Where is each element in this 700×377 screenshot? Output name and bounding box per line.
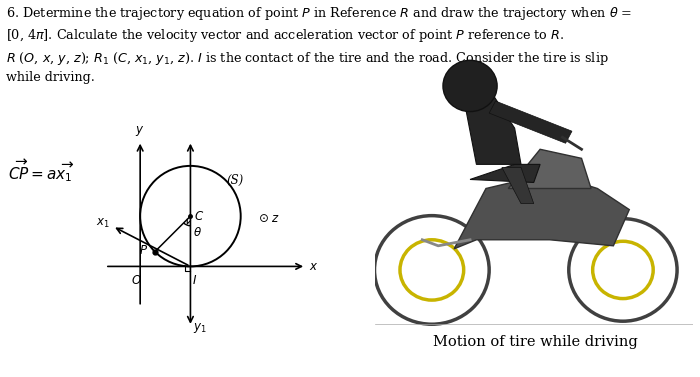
Text: $\overrightarrow{CP} = a\overrightarrow{x_1}$: $\overrightarrow{CP} = a\overrightarrow{… xyxy=(8,157,74,184)
Polygon shape xyxy=(489,101,572,143)
Text: $x_1$: $x_1$ xyxy=(97,217,110,230)
Polygon shape xyxy=(463,89,521,164)
Polygon shape xyxy=(508,149,591,188)
Text: $\theta$: $\theta$ xyxy=(193,226,202,239)
Text: $P$: $P$ xyxy=(139,244,148,257)
Text: $\odot$ $z$: $\odot$ $z$ xyxy=(258,212,280,225)
Text: (S): (S) xyxy=(227,174,244,187)
Text: $C$: $C$ xyxy=(195,210,204,223)
Text: $y$: $y$ xyxy=(136,124,145,138)
Polygon shape xyxy=(470,164,540,182)
Text: 6. Determine the trajectory equation of point $P$ in Reference $R$ and draw the : 6. Determine the trajectory equation of … xyxy=(6,5,632,84)
Polygon shape xyxy=(454,173,629,249)
Text: $O$: $O$ xyxy=(132,274,142,287)
Text: $y_1$: $y_1$ xyxy=(193,321,207,335)
Text: $I$: $I$ xyxy=(193,274,197,287)
Text: $x$: $x$ xyxy=(309,260,318,273)
Circle shape xyxy=(443,60,497,112)
Text: Motion of tire while driving: Motion of tire while driving xyxy=(433,335,638,349)
Polygon shape xyxy=(502,167,533,204)
